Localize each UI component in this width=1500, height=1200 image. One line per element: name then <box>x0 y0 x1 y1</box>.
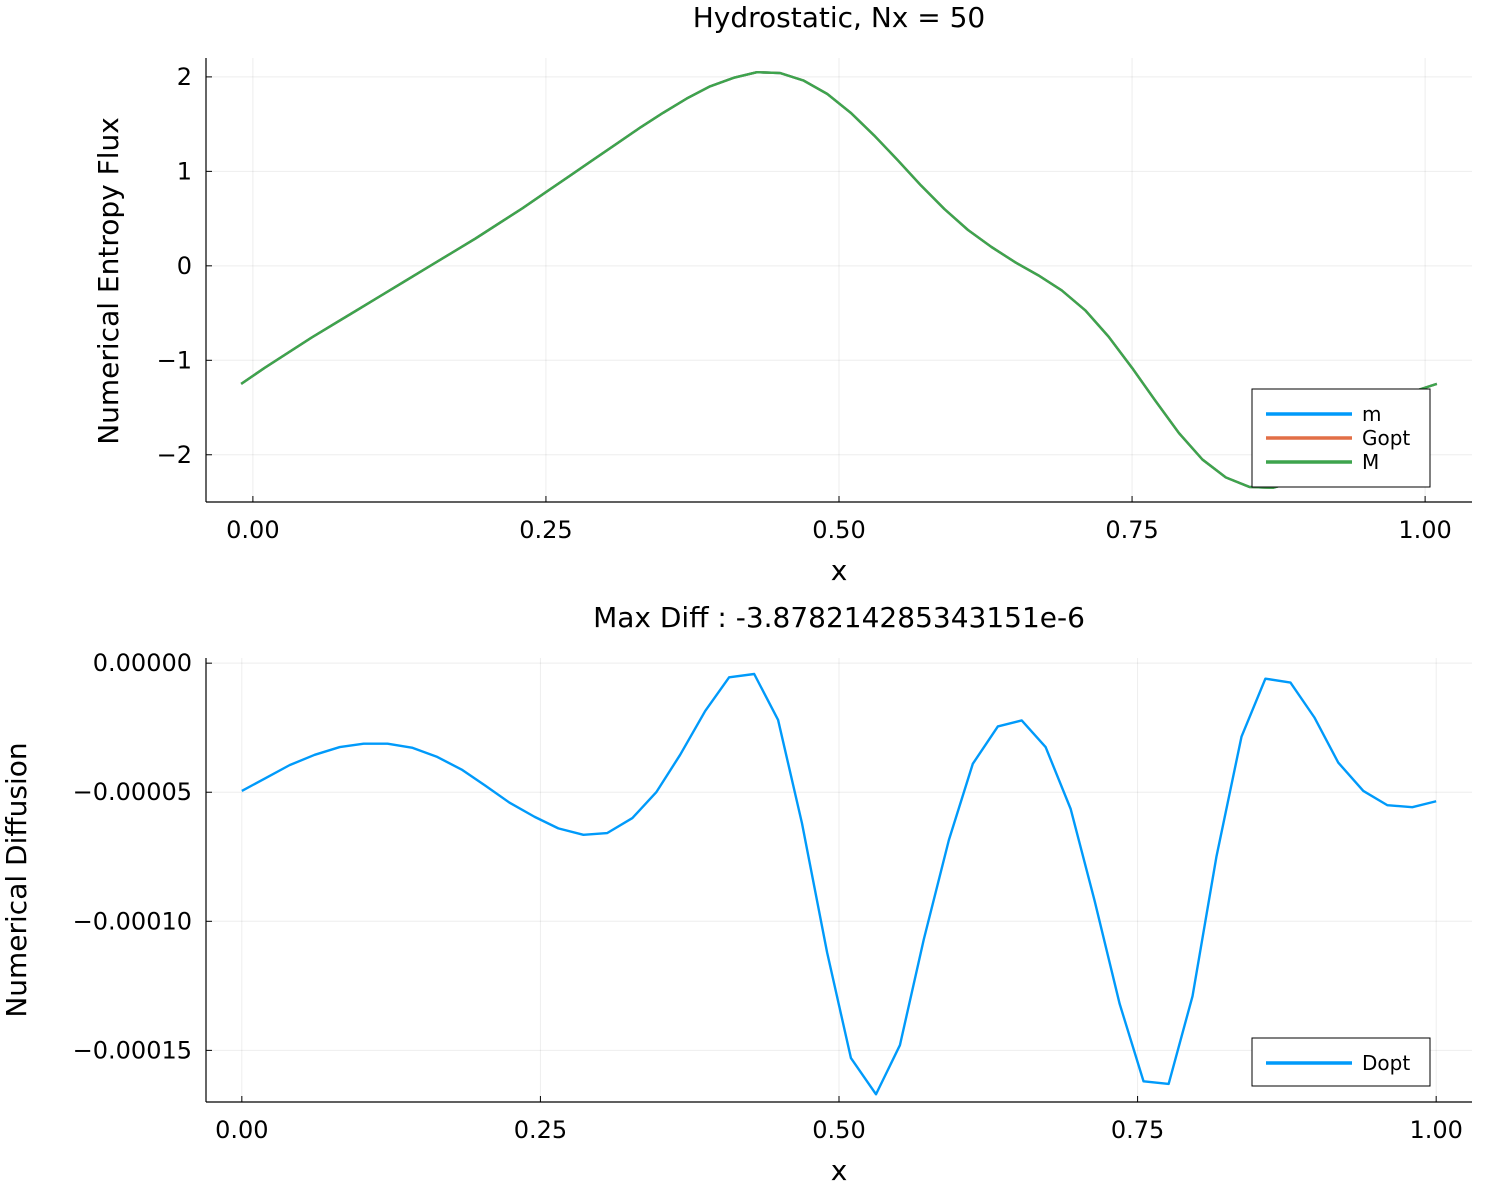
top-x-tick-label: 0.00 <box>226 516 279 544</box>
top-x-tick-label: 0.25 <box>519 516 572 544</box>
top-y-tick-label: 0 <box>177 252 192 280</box>
top-x-tick-label: 1.00 <box>1398 516 1451 544</box>
entropy-flux-panel: Hydrostatic, Nx = 50 0.00 0.25 0.50 0.75 1.0… <box>92 1 1472 587</box>
bot-x-tick-label: 0.50 <box>812 1116 865 1144</box>
top-legend-label: m <box>1362 402 1381 426</box>
bot-series-line-dopt <box>241 672 1437 1096</box>
top-chart-title: Hydrostatic, Nx = 50 <box>693 1 986 34</box>
bottom-series-group <box>241 672 1437 1096</box>
bottom-axes: 0.00 0.25 0.50 0.75 1.00 0.00000 −0.00005 −0.00… <box>73 649 1472 1144</box>
bot-legend-label: Dopt <box>1362 1051 1410 1075</box>
top-y-tick-label: −2 <box>157 441 192 469</box>
top-axes: 0.00 0.25 0.50 0.75 1.00 −2 −1 0 1 2 <box>157 58 1472 544</box>
bottom-x-axis-label: x <box>831 1154 848 1187</box>
bot-x-tick-label: 0.25 <box>514 1116 567 1144</box>
top-series-line-m <box>240 70 1438 490</box>
bottom-chart-title: Max Diff : -3.878214285343151e-6 <box>593 601 1085 634</box>
bottom-legend: Dopt <box>1251 1037 1431 1087</box>
top-legend-label: Gopt <box>1362 426 1410 450</box>
bottom-y-axis-label: Numerical Diffusion <box>0 742 33 1017</box>
top-x-tick-label: 0.50 <box>812 516 865 544</box>
bottom-gridlines <box>206 658 1472 1102</box>
top-y-tick-label: −1 <box>157 346 192 374</box>
top-x-axis-label: x <box>831 554 848 587</box>
top-gridlines <box>206 58 1472 502</box>
top-y-tick-label: 2 <box>177 63 192 91</box>
top-y-axis-label: Numerical Entropy Flux <box>92 117 125 445</box>
numerical-diffusion-panel: Max Diff : -3.878214285343151e-6 0.00 0.2… <box>0 601 1472 1187</box>
top-series-group <box>240 70 1438 490</box>
top-legend-label: M <box>1362 450 1379 474</box>
bot-y-tick-label: −0.00015 <box>73 1036 192 1064</box>
bot-x-tick-label: 0.75 <box>1111 1116 1164 1144</box>
bot-y-tick-label: −0.00005 <box>73 778 192 806</box>
top-y-tick-label: 1 <box>177 157 192 185</box>
bot-y-tick-label: −0.00010 <box>73 907 192 935</box>
bot-y-tick-label: 0.00000 <box>93 649 192 677</box>
top-x-tick-label: 0.75 <box>1105 516 1158 544</box>
bot-x-tick-label: 0.00 <box>215 1116 268 1144</box>
bot-x-tick-label: 1.00 <box>1409 1116 1462 1144</box>
